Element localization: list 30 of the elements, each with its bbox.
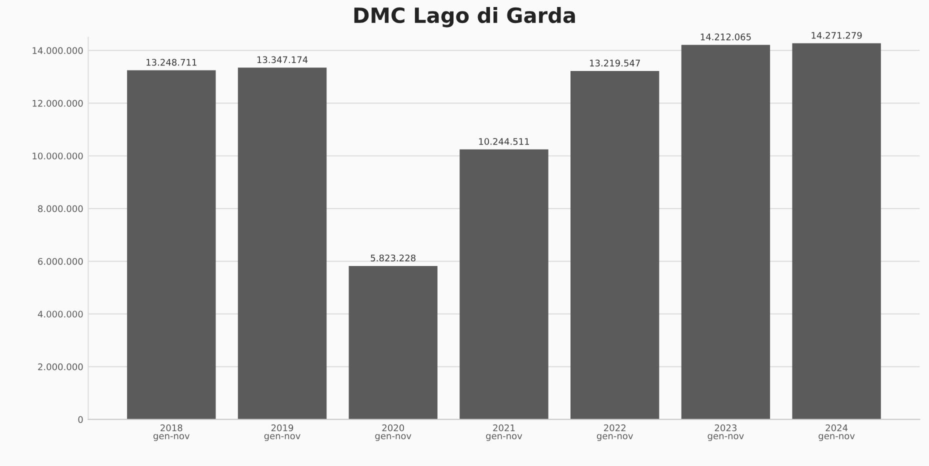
- x-tick-label: 2022 gen-nov: [596, 424, 633, 442]
- x-tick-label: 2019 gen-nov: [264, 424, 300, 442]
- bar: [127, 70, 216, 420]
- data-label: 14.271.279: [812, 32, 862, 39]
- data-label: 13.347.174: [257, 56, 308, 64]
- y-tick-label: 4.000.000: [38, 310, 83, 318]
- bar: [570, 71, 660, 420]
- data-label: 13.219.547: [590, 60, 640, 66]
- bar: [792, 43, 881, 420]
- y-tick-label: 10.000.000: [32, 152, 83, 160]
- y-tick-label: 8.000.000: [38, 205, 83, 212]
- data-label: 14.212.065: [700, 34, 751, 40]
- bar: [238, 68, 327, 420]
- data-label: 10.244.511: [479, 138, 529, 145]
- y-tick-label: 12.000.000: [32, 100, 83, 107]
- y-tick-label: 6.000.000: [38, 258, 83, 265]
- x-tick-label: 2021 gen-nov: [486, 424, 522, 442]
- bar: [681, 44, 770, 420]
- x-tick-label: 2020 gen-nov: [375, 424, 412, 442]
- data-label: 5.823.228: [370, 254, 416, 262]
- x-tick-label: 2023 gen-nov: [708, 424, 744, 442]
- bar: [348, 266, 438, 420]
- x-tick-label: 2024 gen-nov: [818, 424, 855, 442]
- y-tick-label: 0: [78, 416, 83, 423]
- data-label: 13.248.711: [146, 58, 196, 66]
- chart-title: DMC Lago di Garda: [354, 6, 575, 28]
- x-tick-label: 2018 gen-nov: [153, 424, 190, 442]
- bar: [460, 149, 548, 420]
- y-tick-label: 14.000.000: [32, 47, 83, 54]
- y-tick-label: 2.000.000: [38, 363, 83, 370]
